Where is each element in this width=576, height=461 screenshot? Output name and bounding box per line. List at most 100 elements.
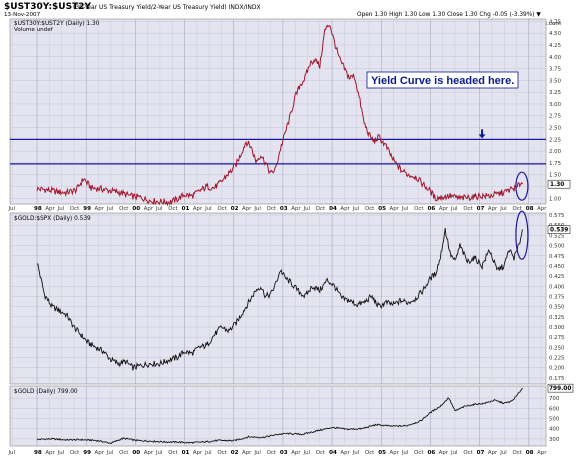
y-tick-label: 0.525 [549, 233, 564, 239]
y-tick-label: 3.25 [549, 90, 561, 96]
y-tick-label: 4.75 [549, 19, 561, 25]
x-year-label: 03 [280, 206, 288, 212]
x-month-label: Apr [193, 206, 203, 212]
x-month-label: Jul [352, 206, 360, 212]
x-month-label: Oct [267, 206, 276, 212]
x-month-label: Oct [365, 206, 374, 212]
x-month-label: Oct [217, 206, 226, 212]
x-month-label: Oct [414, 206, 423, 212]
x-axis-top: Jul Apr Jul Oct Apr Jul Oct Apr Jul Oct Apr Jul Oct A… [7, 206, 547, 212]
y-tick-label: 500 [549, 417, 560, 423]
x-month-label: Jul [303, 206, 311, 212]
x-month-label: Jul [450, 450, 458, 456]
x-month-label: Apr [291, 450, 301, 456]
x-month-label: Apr [95, 450, 105, 456]
x-month-label: Oct [267, 450, 276, 456]
x-month-label: Oct [512, 450, 521, 456]
yield-ratio-reference-lines [10, 138, 546, 165]
y-tick-label: 0.500 [549, 244, 565, 250]
x-year-label: 05 [378, 206, 386, 212]
x-month-label: Jul [253, 206, 261, 212]
y-tick-label: 300 [549, 437, 560, 443]
x-year-label: 07 [477, 450, 485, 456]
x-month-label: Apr [144, 450, 154, 456]
chart-symbol: $UST30Y:$UST2Y [4, 2, 92, 12]
chart-date: 13-Nov-2007 [4, 12, 41, 18]
x-month-label: Apr [45, 450, 55, 456]
x-month-label: Apr [242, 206, 252, 212]
gold-y-axis: 300 400 500 600 700 [549, 396, 560, 443]
x-month-label: Oct [316, 206, 325, 212]
y-tick-label: 600 [549, 406, 560, 412]
y-tick-label: 0.225 [549, 356, 564, 362]
x-axis-bottom: Jul Apr Jul Oct Apr Jul Oct Apr Jul Oct Apr Jul Oct A… [7, 450, 547, 456]
x-year-label: 01 [182, 450, 190, 456]
x-month-label: Apr [439, 206, 449, 212]
x-month-label: Oct [70, 206, 79, 212]
x-month-label: Oct [512, 206, 521, 212]
x-year-label: 03 [280, 450, 288, 456]
x-month-label: Jul [401, 206, 409, 212]
gold-plot-area [9, 385, 547, 447]
x-month-label: Jul [352, 450, 360, 456]
yield-ratio-panel: 1.001.251.501.752.002.252.502.753.003.25… [9, 18, 571, 207]
x-year-label: 06 [427, 450, 435, 456]
yield-ratio-gridlines [10, 19, 546, 204]
x-month-label: Apr [144, 206, 154, 212]
x-year-label: 06 [427, 206, 435, 212]
y-tick-label: 1.00 [549, 196, 562, 202]
y-tick-label: 0.175 [549, 376, 564, 382]
gold-spx-last-value-tag: 0.539 [547, 225, 571, 234]
y-tick-label: 0.350 [549, 305, 565, 311]
x-month-label: Oct [463, 206, 472, 212]
x-month-label: Jul [204, 450, 212, 456]
chart-description: (30-Year US Treasury Yield/2-Year US Tre… [73, 4, 261, 11]
x-month-label: Oct [168, 450, 177, 456]
gold-gridlines [10, 386, 546, 446]
x-month-label: Oct [365, 450, 374, 456]
gold-spx-y-axis: 0.175 0.200 0.225 0.250 0.275 0.300 0.325 0.350… [549, 213, 565, 382]
x-month-label: Jul [106, 206, 114, 212]
x-month-label: Apr [340, 206, 350, 212]
x-month-label: Jul [401, 450, 409, 456]
x-month-label: Apr [390, 450, 400, 456]
x-year-label: 99 [83, 206, 91, 212]
y-tick-label: 0.400 [549, 284, 565, 290]
x-month-label: Apr [193, 450, 203, 456]
x-month-label: Apr [340, 450, 350, 456]
x-month-label: Jul [204, 206, 212, 212]
x-month-label: Oct [463, 450, 472, 456]
x-month-label: Apr [242, 450, 252, 456]
x-month-label: Oct [119, 206, 128, 212]
y-tick-label: 3.00 [549, 102, 562, 108]
y-tick-label: 2.50 [549, 126, 562, 132]
gold-spx-legend: $GOLD:$SPX (Daily) 0.539 [14, 216, 91, 222]
y-tick-label: 3.75 [549, 67, 561, 73]
gold-spx-series-line [36, 228, 523, 371]
x-month-label: Jul [106, 450, 114, 456]
y-tick-label: 2.75 [549, 114, 561, 120]
x-year-label: 07 [477, 206, 485, 212]
x-year-label: 08 [526, 206, 534, 212]
x-year-label: 04 [329, 206, 337, 212]
gold-spx-plot-area [9, 212, 547, 385]
x-month-label: Apr [291, 206, 301, 212]
y-tick-label: 4.00 [549, 55, 562, 61]
y-tick-label: 0.425 [549, 274, 564, 280]
gold-spx-highlight-ellipse [515, 210, 529, 260]
y-tick-label: 4.25 [549, 43, 561, 49]
gold-last-value-tag: 799.00 [547, 383, 574, 393]
x-year-label: 98 [34, 450, 42, 456]
y-tick-label: 0.450 [549, 264, 565, 270]
x-month-label: Jul [303, 450, 311, 456]
y-tick-label: 0.250 [549, 345, 565, 351]
x-month-label: Oct [70, 450, 79, 456]
x-year-label: 99 [83, 450, 91, 456]
x-month-label: Oct [414, 450, 423, 456]
yield-ratio-volume-note: Volume undef [14, 27, 54, 33]
ohlc-readout: Open 1.30 High 1.30 Low 1.30 Close 1.30 … [357, 12, 541, 18]
x-month-label: Jul [499, 206, 507, 212]
x-month-label: Apr [95, 206, 105, 212]
y-tick-label: 2.00 [549, 149, 562, 155]
x-month-label: Apr [439, 450, 449, 456]
